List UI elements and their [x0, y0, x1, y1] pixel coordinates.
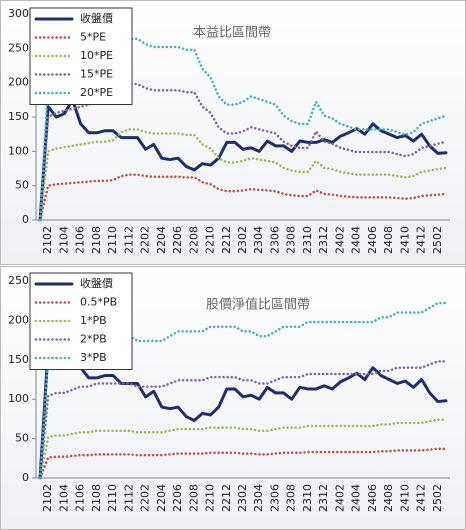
x-tick-label: 2106: [74, 226, 87, 254]
x-tick-label: 2202: [139, 484, 152, 512]
x-tick-label: 2110: [106, 226, 119, 254]
x-tick-label: 2104: [57, 226, 70, 254]
x-tick-label: 2412: [415, 226, 428, 254]
legend-label: 2*PB: [80, 333, 107, 346]
x-tick-label: 2402: [333, 484, 346, 512]
legend-label: 10*PE: [80, 49, 113, 62]
series-line: [38, 338, 448, 480]
legend-label: 15*PE: [80, 68, 113, 81]
legend-box: [29, 7, 133, 105]
legend-label: 3*PB: [80, 351, 107, 364]
x-tick-label: 2410: [398, 226, 411, 254]
y-tick-label: 250: [8, 274, 29, 287]
y-tick-label: 250: [8, 41, 29, 54]
x-tick-label: 2402: [333, 226, 346, 254]
x-tick-label: 2502: [431, 226, 444, 254]
x-tick-label: 2306: [268, 484, 281, 512]
series-line: [38, 98, 448, 222]
y-tick-label: 50: [15, 432, 29, 445]
x-tick-label: 2106: [74, 484, 87, 512]
y-tick-label: 150: [8, 353, 29, 366]
chart-title: 股價淨值比區間帶: [206, 297, 310, 313]
x-tick-label: 2208: [187, 484, 200, 512]
x-tick-label: 2204: [155, 484, 168, 512]
y-tick-label: 100: [8, 144, 29, 157]
x-tick-label: 2102: [41, 484, 54, 512]
x-tick-label: 2210: [204, 226, 217, 254]
y-tick-label: 150: [8, 110, 29, 123]
legend-label: 20*PE: [80, 86, 113, 99]
x-tick-label: 2112: [122, 484, 135, 512]
x-tick-label: 2310: [301, 484, 314, 512]
x-tick-label: 2406: [366, 226, 379, 254]
chart-title: 本益比區間帶: [193, 26, 271, 41]
legend-label: 收盤價: [80, 276, 113, 290]
x-tick-label: 2304: [252, 226, 265, 254]
series-line: [38, 173, 448, 222]
y-tick-label: 0: [22, 471, 29, 484]
x-tick-label: 2210: [204, 484, 217, 512]
y-tick-label: 100: [8, 392, 29, 405]
legend-label: 1*PB: [80, 314, 107, 327]
x-tick-label: 2302: [236, 226, 249, 254]
y-tick-label: 0: [22, 213, 29, 226]
series-line: [38, 447, 448, 480]
x-tick-label: 2302: [236, 484, 249, 512]
x-tick-label: 2308: [285, 484, 298, 512]
x-tick-label: 2108: [90, 484, 103, 512]
legend-label: 收盤價: [80, 11, 113, 25]
x-tick-label: 2306: [268, 226, 281, 254]
x-tick-label: 2110: [106, 484, 119, 512]
x-tick-label: 2404: [350, 484, 363, 512]
x-tick-label: 2408: [382, 484, 395, 512]
x-tick-label: 2202: [139, 226, 152, 254]
x-tick-label: 2312: [317, 226, 330, 254]
x-tick-label: 2112: [122, 226, 135, 254]
x-tick-label: 2310: [301, 226, 314, 254]
x-tick-label: 2502: [431, 484, 444, 512]
x-tick-label: 2312: [317, 484, 330, 512]
y-tick-label: 50: [15, 179, 29, 192]
x-tick-label: 2104: [57, 484, 70, 512]
x-tick-label: 2304: [252, 484, 265, 512]
legend-label: 0.5*PB: [80, 296, 117, 309]
x-tick-label: 2412: [415, 484, 428, 512]
series-line: [38, 360, 448, 480]
x-tick-label: 2212: [220, 484, 233, 512]
x-tick-label: 2404: [350, 226, 363, 254]
x-tick-label: 2108: [90, 226, 103, 254]
x-tick-label: 2212: [220, 226, 233, 254]
series-line: [38, 418, 448, 480]
x-tick-label: 2208: [187, 226, 200, 254]
x-tick-label: 2308: [285, 226, 298, 254]
x-tick-label: 2410: [398, 484, 411, 512]
x-tick-label: 2406: [366, 484, 379, 512]
legend-label: 5*PE: [80, 31, 106, 44]
y-tick-label: 300: [8, 7, 29, 20]
x-tick-label: 2206: [171, 226, 184, 254]
x-tick-label: 2204: [155, 226, 168, 254]
legend-box: [29, 272, 133, 370]
x-tick-label: 2102: [41, 226, 54, 254]
x-tick-label: 2408: [382, 226, 395, 254]
y-tick-label: 200: [8, 76, 29, 89]
x-tick-label: 2206: [171, 484, 184, 512]
y-tick-label: 200: [8, 313, 29, 326]
